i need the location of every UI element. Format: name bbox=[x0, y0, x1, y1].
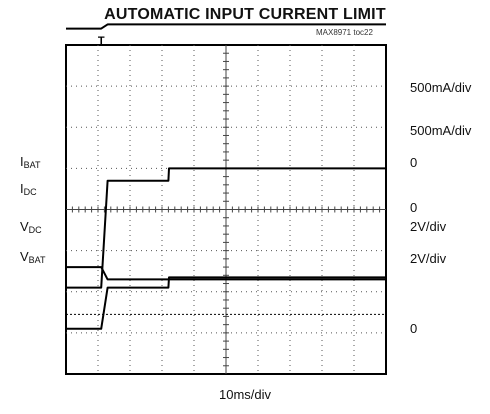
chart-reference: MAX8971 toc22 bbox=[316, 28, 373, 37]
trace-vbat bbox=[66, 23, 386, 30]
trigger-marker: T bbox=[98, 35, 105, 47]
channel-label-idc: IDC bbox=[20, 181, 37, 197]
trace-vdc bbox=[66, 266, 386, 281]
zero-label-idc: 0 bbox=[410, 200, 418, 215]
scale-label-idc: 500mA/div bbox=[410, 80, 472, 95]
zero-label-ibat: 0 bbox=[410, 155, 418, 170]
channel-label-vbat: VBAT bbox=[20, 249, 46, 265]
scale-label-ibat: 500mA/div bbox=[410, 123, 472, 138]
channel-label-ibat: IBAT bbox=[20, 154, 41, 170]
x-axis-label: 10ms/div bbox=[218, 387, 272, 402]
scale-label-vbat: 2V/div bbox=[410, 251, 447, 266]
zero-label-vbat: 0 bbox=[410, 321, 418, 336]
scale-label-vdc: 2V/div bbox=[410, 219, 447, 234]
chart-title: AUTOMATIC INPUT CURRENT LIMIT bbox=[104, 6, 386, 23]
trace-ibat bbox=[66, 276, 386, 330]
channel-label-vdc: VDC bbox=[20, 219, 42, 235]
trace-idc bbox=[66, 167, 386, 289]
